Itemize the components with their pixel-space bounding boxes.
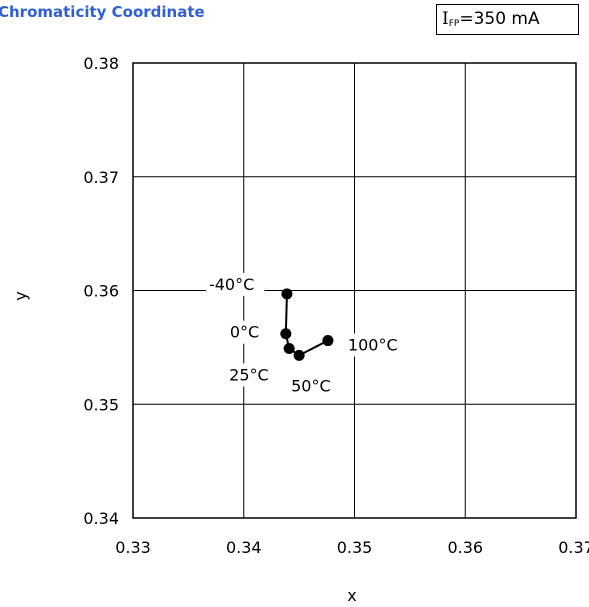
y-tick-label: 0.36 xyxy=(83,282,119,301)
data-point xyxy=(281,288,293,300)
annotation-background xyxy=(344,333,404,357)
annotation-background xyxy=(226,320,265,344)
condition-subscript: FP xyxy=(448,19,460,29)
series-group: -40°C 0°C 25°C 50°C 100°C xyxy=(205,272,404,398)
point-label: 50°C xyxy=(291,376,331,395)
point-label: 25°C xyxy=(229,366,269,385)
y-tick-label: 0.38 xyxy=(83,54,119,73)
current-condition-box: IFP=350 mA xyxy=(436,4,579,35)
data-point xyxy=(293,349,305,361)
annotation-background xyxy=(288,374,337,398)
x-tick-label: 0.34 xyxy=(226,538,262,557)
tick-labels: 0.33 0.34 0.35 0.36 0.37 0.34 0.35 0.36 0.37 0.38 xyxy=(83,54,589,557)
x-tick-label: 0.36 xyxy=(447,538,483,557)
x-tick-label: 0.33 xyxy=(115,538,151,557)
x-axis-label: x xyxy=(347,586,356,605)
annotation-background xyxy=(205,272,265,296)
point-label: 100°C xyxy=(348,336,398,355)
chart-title: Chromaticity Coordinate xyxy=(0,3,205,21)
y-tick-label: 0.37 xyxy=(83,168,119,187)
y-axis-label: y xyxy=(11,291,30,300)
x-tick-label: 0.35 xyxy=(337,538,373,557)
data-point xyxy=(322,335,334,347)
annotation-background xyxy=(226,363,275,387)
data-point xyxy=(280,328,292,340)
y-tick-label: 0.35 xyxy=(83,395,119,414)
condition-symbol: I xyxy=(442,9,449,29)
condition-value: =350 mA xyxy=(459,9,540,29)
data-point xyxy=(283,343,295,355)
point-label: 0°C xyxy=(230,323,259,342)
x-tick-label: 0.37 xyxy=(558,538,589,557)
grid-lines xyxy=(133,63,576,518)
plot-frame xyxy=(132,62,577,519)
point-label: -40°C xyxy=(209,275,254,294)
y-tick-label: 0.34 xyxy=(83,509,119,528)
